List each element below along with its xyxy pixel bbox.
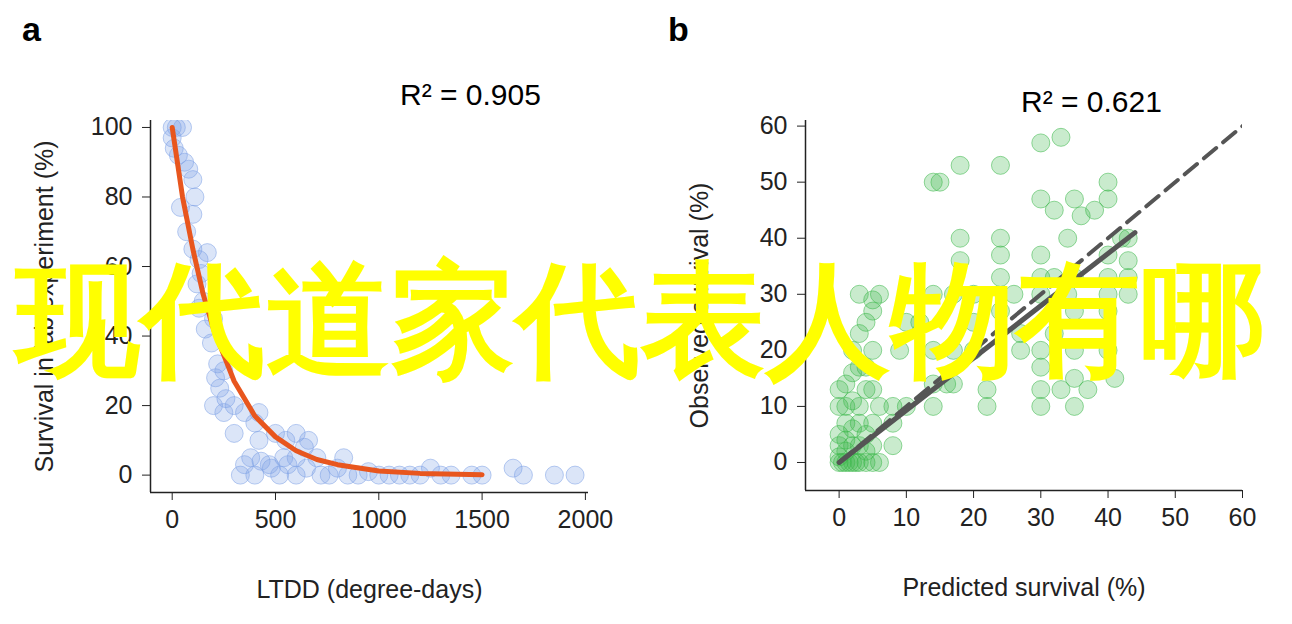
svg-text:60: 60: [760, 111, 788, 139]
svg-text:0: 0: [165, 505, 179, 533]
svg-text:500: 500: [255, 505, 297, 533]
svg-text:40: 40: [760, 223, 788, 251]
svg-text:20: 20: [105, 391, 133, 419]
svg-text:80: 80: [105, 182, 133, 210]
svg-text:Predicted survival (%): Predicted survival (%): [902, 573, 1145, 601]
svg-text:0: 0: [774, 447, 788, 475]
svg-text:2000: 2000: [558, 505, 614, 533]
svg-text:40: 40: [1094, 503, 1122, 531]
svg-text:50: 50: [760, 167, 788, 195]
svg-text:20: 20: [960, 503, 988, 531]
svg-text:0: 0: [832, 503, 846, 531]
svg-text:0: 0: [119, 460, 133, 488]
svg-text:10: 10: [892, 503, 920, 531]
svg-text:100: 100: [91, 112, 133, 140]
svg-text:50: 50: [1161, 503, 1189, 531]
svg-text:1000: 1000: [351, 505, 407, 533]
svg-text:LTDD (degree-days): LTDD (degree-days): [256, 575, 482, 603]
svg-text:30: 30: [1027, 503, 1055, 531]
svg-text:60: 60: [1229, 503, 1257, 531]
svg-text:1500: 1500: [454, 505, 510, 533]
svg-text:10: 10: [760, 391, 788, 419]
